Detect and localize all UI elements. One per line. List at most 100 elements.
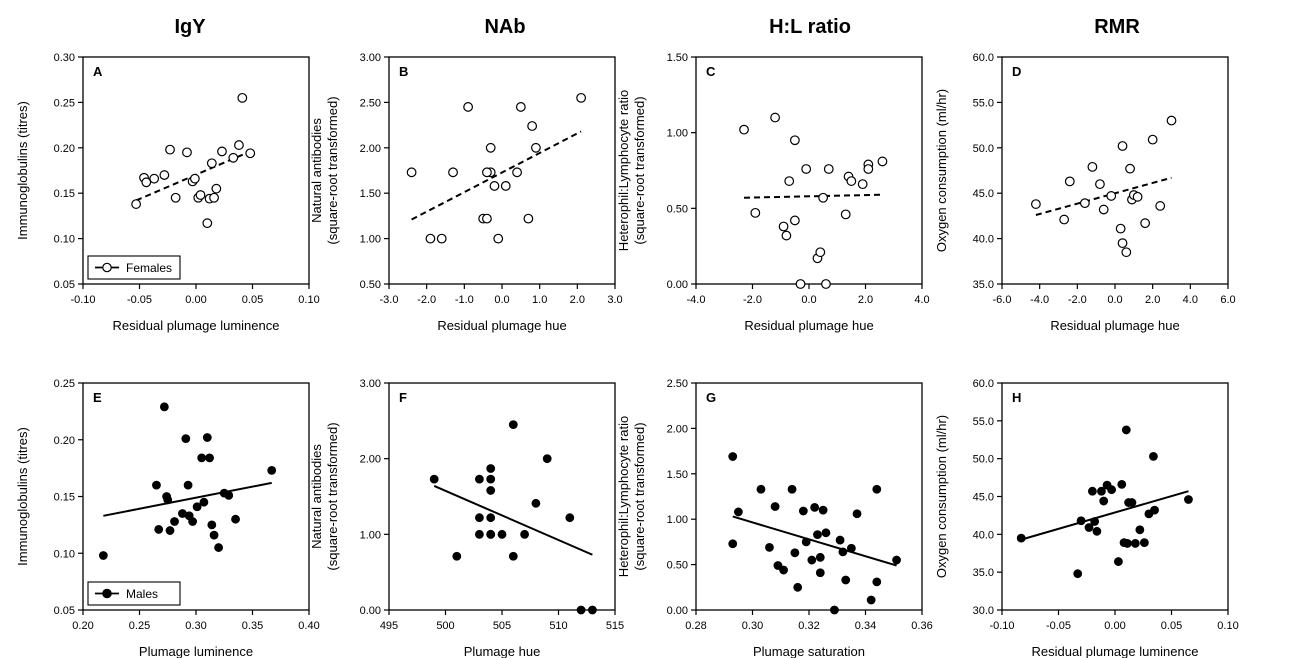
- data-point: [183, 480, 193, 490]
- data-point: [801, 537, 811, 547]
- x-tick-label: 0.40: [298, 620, 319, 632]
- x-tick-label: 6.0: [1220, 294, 1235, 306]
- data-point: [863, 164, 874, 174]
- x-tick-label: 4.0: [914, 294, 929, 306]
- y-tick-label: 0.05: [54, 605, 75, 617]
- data-point: [188, 517, 198, 526]
- data-point: [163, 495, 173, 505]
- data-point: [436, 233, 447, 244]
- data-point: [486, 513, 496, 523]
- panel-letter: F: [399, 390, 407, 405]
- x-tick-label: 0.0: [494, 294, 509, 306]
- data-point: [770, 502, 780, 511]
- data-point: [1099, 496, 1109, 506]
- y-axis-label-line: Heterophil:Lymphocyte ratio: [616, 90, 631, 251]
- y-tick-label: 55.0: [973, 97, 994, 109]
- data-point: [576, 605, 586, 615]
- data-point: [807, 555, 817, 565]
- data-point: [1084, 523, 1094, 532]
- x-tick-label: 0.10: [1217, 620, 1238, 632]
- x-tick-label: -4.0: [687, 294, 706, 306]
- data-point: [818, 505, 828, 515]
- data-point: [815, 552, 825, 562]
- x-tick-label: 0.30: [185, 620, 206, 632]
- x-tick-label: -3.0: [380, 294, 399, 306]
- data-point: [787, 484, 797, 494]
- data-point: [1073, 569, 1083, 579]
- data-point: [1079, 198, 1090, 209]
- data-point: [475, 529, 484, 539]
- y-tick-label: 0.50: [667, 560, 688, 572]
- y-tick-label: 1.50: [360, 188, 381, 200]
- panel-B: B -3.0 -2.0 -1.0 0.0 1.0 2.0 3.0 0.50 1.00 1.50 2.0…: [309, 52, 623, 333]
- data-point: [1030, 199, 1041, 209]
- data-point: [801, 164, 812, 174]
- x-tick-label: -1.0: [455, 294, 474, 306]
- data-point: [448, 167, 458, 178]
- plot-frame: [388, 382, 616, 611]
- data-point: [1059, 214, 1070, 225]
- y-axis-label: Natural antibodies(square-root transform…: [309, 422, 340, 570]
- data-point: [1087, 486, 1097, 496]
- data-point: [1127, 498, 1137, 507]
- x-tick-label: 0.30: [742, 620, 763, 632]
- data-point: [214, 543, 224, 552]
- data-point: [452, 551, 462, 561]
- data-point: [818, 192, 829, 203]
- data-point: [1106, 191, 1117, 201]
- x-tick-label: 0.36: [911, 620, 932, 632]
- legend-box: [87, 581, 181, 606]
- y-tick-label: 55.0: [973, 416, 994, 428]
- data-point: [872, 577, 882, 587]
- data-point: [773, 561, 783, 570]
- data-point: [195, 190, 206, 200]
- data-point: [182, 147, 192, 158]
- data-point: [778, 221, 789, 232]
- data-point: [1016, 533, 1026, 543]
- data-point: [830, 605, 839, 615]
- x-axis-label: Residual plumage hue: [1050, 318, 1179, 333]
- data-point: [1090, 517, 1100, 526]
- data-point: [531, 498, 541, 508]
- x-tick-label: -2.0: [1068, 294, 1087, 306]
- data-point: [1092, 526, 1102, 536]
- data-point: [425, 233, 436, 244]
- y-axis-label: Heterophil:Lymphocyte ratio(square-root …: [616, 90, 647, 251]
- y-axis-label: Natural antibodies(square-root transform…: [309, 96, 340, 244]
- data-point: [131, 199, 142, 209]
- x-tick-label: 495: [380, 620, 398, 632]
- y-tick-label: 50.0: [973, 454, 994, 466]
- data-point: [756, 484, 766, 494]
- plot-frame: [82, 382, 310, 611]
- trend-line: [732, 515, 897, 567]
- x-tick-label: 500: [436, 620, 454, 632]
- panel-letter: H: [1012, 390, 1021, 405]
- y-tick-label: 0.25: [54, 378, 75, 390]
- y-tick-label: 0.15: [54, 492, 75, 504]
- data-point: [1087, 161, 1098, 172]
- data-point: [892, 555, 901, 565]
- data-point: [189, 173, 200, 184]
- data-point: [765, 542, 774, 552]
- x-axis-label: Residual plumage luminence: [1032, 644, 1199, 658]
- data-point: [202, 218, 213, 229]
- y-axis-label: Heterophil:Lymphocyte ratio(square-root …: [616, 416, 647, 577]
- x-tick-label: 3.0: [607, 294, 622, 306]
- data-point: [872, 484, 882, 494]
- data-point: [784, 176, 795, 186]
- data-point: [1125, 163, 1135, 174]
- data-point: [841, 575, 851, 585]
- y-axis-label: Immunoglobulins (titres): [15, 101, 30, 240]
- y-tick-label: 3.00: [360, 52, 381, 64]
- data-point: [531, 142, 541, 153]
- data-point: [1115, 223, 1126, 234]
- data-point: [523, 213, 534, 224]
- data-point: [798, 506, 808, 516]
- x-tick-label: 505: [493, 620, 511, 632]
- data-point: [486, 529, 496, 539]
- data-point: [789, 135, 800, 146]
- trend-line: [103, 481, 272, 517]
- data-point: [211, 183, 222, 194]
- panel-F: F 495 500 505 510 515 0.00 1.00 2.00 3.00 Plumage …: [309, 378, 624, 658]
- data-point: [1132, 191, 1143, 202]
